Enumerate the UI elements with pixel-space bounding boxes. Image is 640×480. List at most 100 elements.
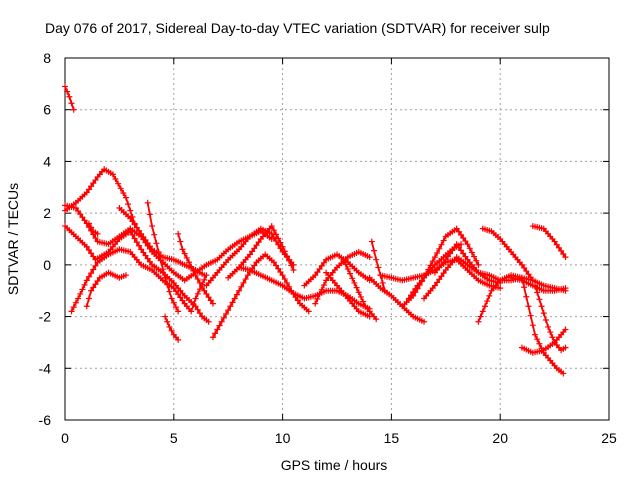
data-point bbox=[462, 238, 469, 245]
data-point bbox=[157, 257, 164, 264]
data-point bbox=[166, 288, 173, 295]
data-point bbox=[138, 246, 145, 253]
data-point bbox=[70, 304, 77, 311]
data-point bbox=[242, 276, 249, 283]
data-point bbox=[131, 235, 138, 242]
data-point bbox=[466, 245, 473, 252]
data-point bbox=[122, 194, 129, 201]
data-point bbox=[115, 180, 122, 187]
data-point bbox=[370, 247, 377, 254]
data-point bbox=[525, 271, 532, 278]
data-point bbox=[455, 228, 462, 235]
data-point bbox=[434, 249, 441, 256]
data-point bbox=[205, 294, 212, 301]
data-point bbox=[536, 296, 543, 303]
data-point bbox=[534, 336, 541, 343]
data-point bbox=[536, 340, 543, 347]
data-point bbox=[85, 295, 92, 302]
data-point bbox=[177, 294, 184, 301]
data-point bbox=[421, 318, 428, 325]
data-point bbox=[283, 279, 290, 286]
data-point bbox=[438, 241, 445, 248]
data-point bbox=[75, 295, 82, 302]
data-point bbox=[194, 290, 201, 297]
data-point bbox=[131, 221, 138, 228]
y-tick-label: -6 bbox=[39, 412, 52, 428]
data-point bbox=[477, 313, 484, 320]
series-line bbox=[212, 253, 310, 339]
data-point bbox=[194, 276, 201, 283]
data-point bbox=[244, 272, 251, 279]
data-point bbox=[562, 254, 569, 261]
data-point bbox=[340, 256, 347, 263]
x-tick-label: 10 bbox=[275, 430, 291, 446]
grid bbox=[65, 58, 609, 420]
series-arc-20 bbox=[340, 256, 380, 323]
data-point bbox=[196, 279, 203, 286]
data-point bbox=[88, 183, 95, 190]
data-point bbox=[444, 253, 451, 260]
series-arc-10 bbox=[144, 199, 182, 315]
series-line bbox=[534, 284, 567, 352]
data-point bbox=[77, 290, 84, 297]
data-point bbox=[288, 262, 295, 269]
data-point bbox=[360, 298, 367, 305]
data-point bbox=[72, 204, 79, 211]
data-point bbox=[429, 258, 436, 265]
data-point bbox=[190, 301, 197, 308]
data-point bbox=[94, 230, 101, 237]
data-point bbox=[83, 243, 90, 250]
data-point bbox=[90, 266, 97, 273]
series-arc-34 bbox=[532, 282, 569, 354]
data-point bbox=[146, 211, 153, 218]
series-arc-6 bbox=[83, 269, 129, 310]
data-point bbox=[281, 276, 288, 283]
data-point bbox=[85, 220, 92, 227]
data-point bbox=[109, 171, 116, 178]
data-point bbox=[270, 227, 277, 234]
data-point bbox=[175, 308, 182, 315]
data-point bbox=[518, 274, 525, 281]
data-point bbox=[431, 254, 438, 261]
data-point bbox=[316, 265, 323, 272]
series-arc-12 bbox=[175, 230, 216, 307]
data-point bbox=[458, 247, 465, 254]
series-arc-3 bbox=[62, 202, 134, 248]
data-point bbox=[273, 262, 280, 269]
series-arc-2 bbox=[62, 166, 138, 227]
data-point bbox=[83, 277, 90, 284]
data-point bbox=[92, 281, 99, 288]
series-arc-33 bbox=[529, 223, 569, 261]
data-point bbox=[223, 310, 230, 317]
data-point bbox=[199, 283, 206, 290]
data-point bbox=[344, 265, 351, 272]
data-point bbox=[379, 279, 386, 286]
data-point bbox=[553, 241, 560, 248]
x-tick-label: 25 bbox=[601, 430, 617, 446]
data-point bbox=[412, 285, 419, 292]
data-point bbox=[146, 258, 153, 265]
data-point bbox=[238, 283, 245, 290]
y-tick-label: 2 bbox=[43, 205, 51, 221]
data-point bbox=[66, 93, 73, 100]
data-point bbox=[85, 186, 92, 193]
data-point bbox=[164, 281, 171, 288]
data-point bbox=[314, 295, 321, 302]
data-point bbox=[562, 344, 569, 351]
data-point bbox=[320, 282, 327, 289]
data-point bbox=[218, 318, 225, 325]
data-point bbox=[540, 310, 547, 317]
data-point bbox=[77, 211, 84, 218]
x-tick-label: 0 bbox=[61, 430, 69, 446]
data-point bbox=[366, 254, 373, 261]
data-point bbox=[183, 254, 190, 261]
data-point bbox=[246, 251, 253, 258]
data-point bbox=[468, 249, 475, 256]
data-point bbox=[127, 215, 134, 222]
data-point bbox=[318, 286, 325, 293]
data-point bbox=[453, 241, 460, 248]
data-point bbox=[233, 291, 240, 298]
data-point bbox=[225, 307, 232, 314]
data-point bbox=[83, 189, 90, 196]
